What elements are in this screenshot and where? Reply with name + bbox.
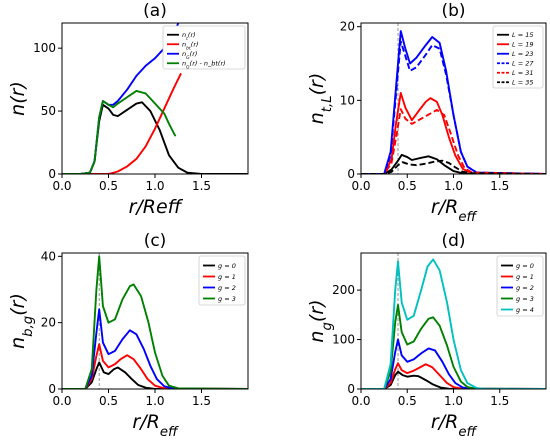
x-axis-label: r/Reff xyxy=(129,196,184,218)
series-line xyxy=(62,308,248,389)
x-tick-label: 0.0 xyxy=(52,179,71,193)
legend-label: nG(r) xyxy=(182,50,197,61)
panel-c: (c) 0.0 0.5 1.0 1.5 0 20 40 g = 0 g = 1 g = 2 g = 3… xyxy=(7,231,249,440)
series-line xyxy=(62,90,177,174)
series-line xyxy=(62,343,248,389)
y-tick-label: 50 xyxy=(41,104,56,118)
series-line xyxy=(361,303,546,389)
y-axis-label: n(r) xyxy=(7,81,29,116)
legend-label: L = 19 xyxy=(512,41,533,49)
series-line xyxy=(361,362,546,389)
legend-label: g = 1 xyxy=(218,273,236,281)
legend-label: g = 4 xyxy=(516,306,534,314)
series-line xyxy=(62,361,248,389)
panel-title: (d) xyxy=(441,231,465,251)
legend-label: g = 3 xyxy=(218,295,236,303)
series-line xyxy=(361,338,546,389)
panel-title: (a) xyxy=(143,1,167,21)
legend-label: nt(r) xyxy=(182,31,196,42)
series-line xyxy=(361,40,546,174)
x-tick-label: 1.0 xyxy=(444,394,463,408)
y-axis-label: nt,L(r) xyxy=(306,73,335,125)
x-tick-label: 0.0 xyxy=(52,394,71,408)
legend-label: g = 0 xyxy=(218,262,236,270)
legend-label: g = 1 xyxy=(516,273,534,281)
legend-label: g = 2 xyxy=(516,284,534,292)
y-tick-label: 100 xyxy=(332,333,355,347)
legend-label: nG(r) - n_bt(r) xyxy=(182,60,226,71)
y-tick-label: 0 xyxy=(48,382,56,396)
series-line xyxy=(62,255,248,389)
legend-label: L = 27 xyxy=(512,60,534,68)
series-line xyxy=(361,153,546,174)
legend-label: L = 15 xyxy=(512,31,533,39)
legend: nt(r)nbt(r)nG(r)nG(r) - n_bt(r) xyxy=(162,25,246,71)
x-axis-label: r/Reff xyxy=(431,411,478,440)
x-tick-label: 1.5 xyxy=(192,179,211,193)
legend-label: L = 31 xyxy=(512,69,533,77)
legend-box xyxy=(162,25,246,70)
y-axis-label: nb,g(r) xyxy=(7,293,36,349)
y-tick-label: 0 xyxy=(48,167,56,181)
series-line xyxy=(361,108,546,174)
legend-label: g = 0 xyxy=(516,262,534,270)
panel-title: (b) xyxy=(441,1,465,21)
axes-frame xyxy=(61,252,249,390)
x-tick-label: 1.0 xyxy=(145,394,164,408)
x-tick-label: 1.5 xyxy=(490,394,509,408)
series-line xyxy=(361,258,546,389)
panel-a: (a) 0.0 0.5 1.0 1.5 0 50 100 nt(r)nbt(r)nG(r)nG(… xyxy=(7,1,249,218)
x-tick-label: 0.5 xyxy=(398,179,417,193)
legend-label: g = 3 xyxy=(516,295,534,303)
y-tick-label: 200 xyxy=(332,283,355,297)
y-tick-label: 20 xyxy=(41,316,56,330)
legend-box xyxy=(198,255,246,306)
x-axis-label: r/Reff xyxy=(431,196,478,225)
x-tick-label: 0.5 xyxy=(398,394,417,408)
axes-frame xyxy=(61,22,249,175)
x-tick-label: 0.0 xyxy=(351,179,370,193)
x-tick-label: 1.0 xyxy=(444,179,463,193)
x-axis-label: r/Reff xyxy=(132,411,179,440)
series-line xyxy=(62,72,182,174)
axes-frame xyxy=(360,22,547,175)
y-tick-label: 100 xyxy=(33,41,56,55)
panel-title: (c) xyxy=(144,231,167,251)
legend-box xyxy=(496,255,544,317)
x-tick-label: 1.0 xyxy=(145,179,164,193)
legend-label: L = 35 xyxy=(512,79,533,87)
y-axis-label: ng(r) xyxy=(306,299,335,342)
legend-box xyxy=(492,25,544,89)
legend: g = 0 g = 1 g = 2 g = 3 g = 4 xyxy=(496,255,544,317)
x-tick-label: 0.5 xyxy=(99,179,118,193)
y-tick-label: 40 xyxy=(41,249,56,263)
y-tick-label: 0 xyxy=(347,382,355,396)
x-tick-label: 1.5 xyxy=(192,394,211,408)
axes-frame xyxy=(360,252,547,390)
x-tick-label: 0.0 xyxy=(351,394,370,408)
series-line xyxy=(361,370,546,389)
legend: g = 0 g = 1 g = 2 g = 3 xyxy=(198,255,246,306)
legend-label: g = 2 xyxy=(218,284,236,292)
x-tick-label: 1.5 xyxy=(490,179,509,193)
legend: L = 15 L = 19L = 23 L = 27L = 31 L = 35 xyxy=(492,25,544,89)
y-tick-label: 10 xyxy=(340,93,355,107)
legend-label: L = 23 xyxy=(512,50,533,58)
legend-label: nbt(r) xyxy=(182,41,199,52)
y-tick-label: 0 xyxy=(347,167,355,181)
x-tick-label: 0.5 xyxy=(99,394,118,408)
series-line xyxy=(361,92,546,174)
y-tick-label: 20 xyxy=(340,20,355,34)
